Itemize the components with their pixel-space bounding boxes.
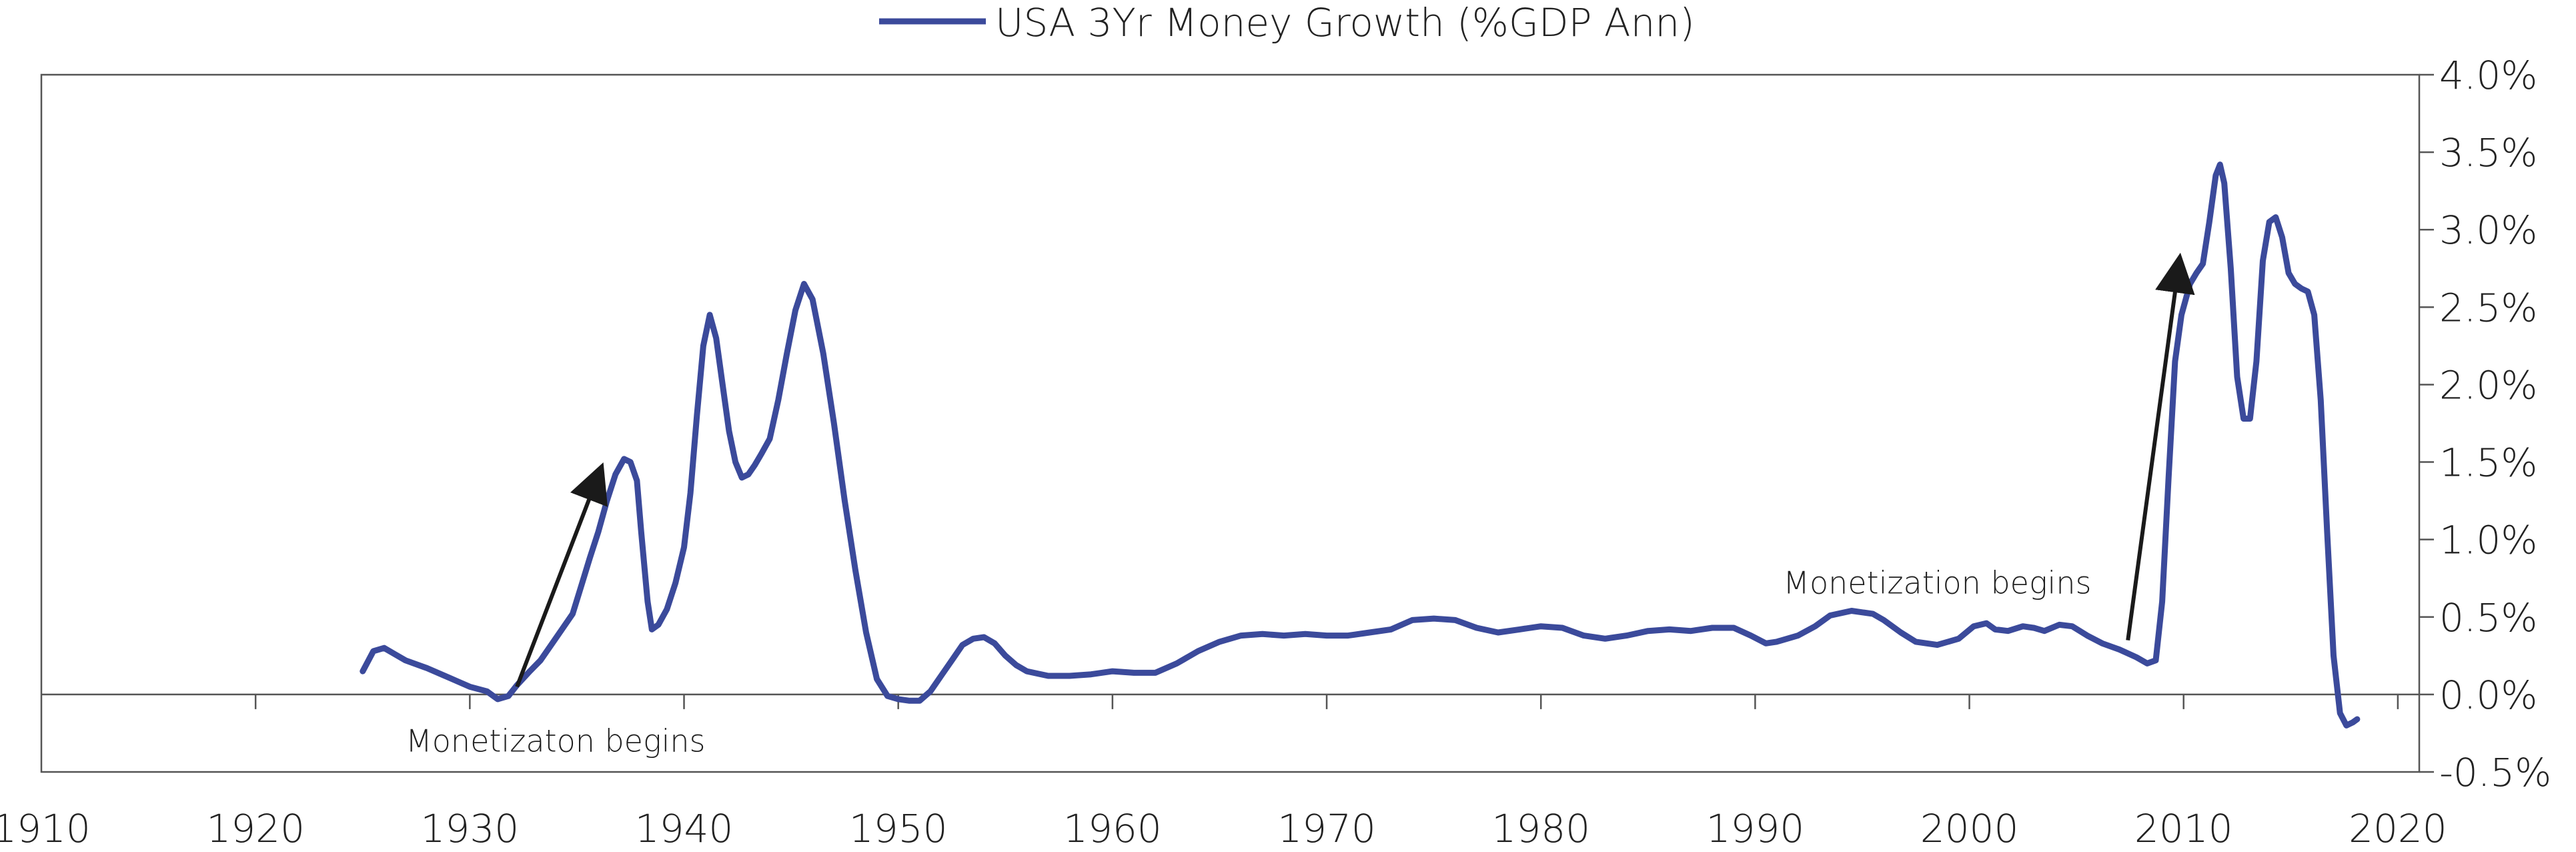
- x-tick-label-1960: 1960: [1063, 806, 1162, 851]
- x-tick-label-1930: 1930: [421, 806, 520, 851]
- annotation-monetization-begins-2000s: Monetization begins: [1783, 565, 2091, 601]
- annotation-arrow-1: [2126, 252, 2195, 641]
- y-tick-label-2-0pct: 2.0%: [2439, 362, 2537, 408]
- x-tick-label-1920: 1920: [206, 806, 305, 851]
- x-tick-label-2000: 2000: [1920, 806, 2019, 851]
- y-tick-label-0-0pct: 0.0%: [2439, 673, 2537, 718]
- x-axis-ticks: [254, 694, 2399, 709]
- x-tick-label-1970: 1970: [1277, 806, 1376, 851]
- y-tick-label--0-5pct: -0.5%: [2439, 750, 2551, 795]
- annotation-monetizaton-begins-1930s: Monetizaton begins: [406, 723, 705, 759]
- x-tick-label-2020: 2020: [2349, 806, 2447, 851]
- y-tick-label-1-5pct: 1.5%: [2439, 440, 2537, 486]
- x-tick-label-1990: 1990: [1706, 806, 1805, 851]
- series-line-usa-3yr-money-growth: [360, 161, 2361, 729]
- annotation-arrow-0: [515, 462, 608, 688]
- x-tick-label-1950: 1950: [849, 806, 948, 851]
- y-tick-label-3-5pct: 3.5%: [2439, 130, 2537, 175]
- x-tick-label-1980: 1980: [1491, 806, 1590, 851]
- x-axis-labels: 1910 1920 1930 1940 1950 1960 1970 1980 1990 2000…: [0, 806, 2447, 851]
- x-tick-label-2010: 2010: [2134, 806, 2233, 851]
- x-tick-label-1910: 1910: [0, 806, 91, 851]
- plot-area-frame: [40, 73, 2421, 773]
- y-tick-label-4-0pct: 4.0%: [2439, 53, 2537, 98]
- y-tick-label-1-0pct: 1.0%: [2439, 518, 2537, 563]
- y-tick-label-2-5pct: 2.5%: [2439, 285, 2537, 330]
- y-tick-label-3-0pct: 3.0%: [2439, 207, 2537, 253]
- legend-label: USA 3Yr Money Growth (%GDP Ann): [995, 0, 1695, 45]
- y-axis-labels: 4.0% 3.5% 3.0% 2.5% 2.0% 1.5% 1.0% 0.5% 0.0% -0.5…: [2439, 53, 2551, 795]
- annotation-arrows: [515, 252, 2195, 688]
- x-tick-label-1940: 1940: [635, 806, 734, 851]
- y-axis-ticks: [2419, 73, 2434, 773]
- y-tick-label-0-5pct: 0.5%: [2439, 595, 2537, 641]
- legend: USA 3Yr Money Growth (%GDP Ann): [879, 0, 1695, 45]
